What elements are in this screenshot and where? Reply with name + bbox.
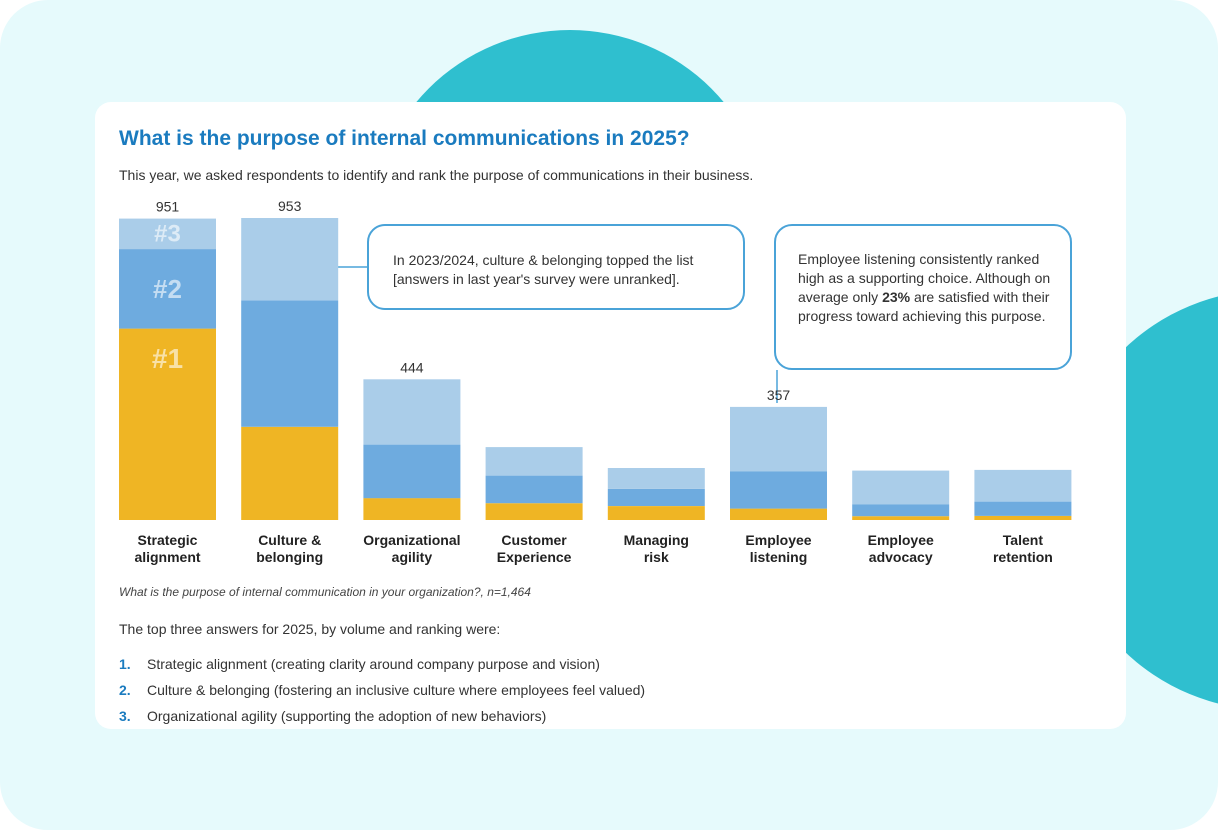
bar-segment — [974, 515, 1072, 520]
bar-segment — [363, 498, 461, 520]
category-label: retention — [993, 549, 1053, 565]
list-item: 2. Culture & belonging (fostering an incl… — [119, 682, 645, 708]
bar-segment — [730, 471, 827, 509]
callout-culture: In 2023/2024, culture & belonging topped… — [367, 224, 745, 310]
callout-listening: Employee listening consistently ranked h… — [774, 224, 1072, 370]
bar-segment — [119, 328, 216, 520]
list-number: 1. — [119, 656, 131, 672]
bar-segment — [241, 426, 339, 520]
category-label: listening — [750, 549, 808, 565]
bar-segment — [485, 447, 583, 476]
bar-segment — [241, 218, 339, 301]
bar-segment — [119, 249, 216, 329]
category-label: advocacy — [869, 549, 933, 565]
bar-segment — [363, 379, 461, 445]
callout-listening-text: Employee listening consistently ranked h… — [798, 251, 1051, 305]
bar-segment — [852, 516, 950, 520]
bar-segment — [974, 469, 1072, 502]
data-label: 953 — [278, 198, 302, 214]
data-label: 444 — [400, 359, 424, 375]
list-number: 2. — [119, 682, 131, 698]
category-label: Talent — [1003, 532, 1044, 548]
top-answers-list: 1. Strategic alignment (creating clarity … — [119, 656, 645, 734]
list-text: Culture & belonging (fostering an inclus… — [147, 682, 646, 698]
bar-segment — [607, 468, 705, 489]
page-subtitle: This year, we asked respondents to ident… — [119, 167, 754, 183]
bar-segment — [485, 503, 583, 520]
list-number: 3. — [119, 708, 131, 724]
bar-segment — [363, 444, 461, 499]
bar-segment — [119, 218, 216, 249]
list-text: Strategic alignment (creating clarity ar… — [147, 656, 600, 672]
data-label: 357 — [767, 387, 791, 403]
bar-segment — [974, 501, 1072, 516]
bar-segment — [607, 506, 705, 520]
rank-label: #2 — [153, 274, 182, 304]
bar-segment — [730, 406, 827, 472]
category-label: alignment — [134, 549, 200, 565]
category-label: belonging — [256, 549, 323, 565]
list-item: 3. Organizational agility (supporting the… — [119, 708, 645, 734]
category-label: agility — [392, 549, 433, 565]
category-label: risk — [644, 549, 669, 565]
category-label: Organizational — [363, 532, 460, 548]
rank-label: #1 — [152, 343, 183, 374]
callout-culture-text: In 2023/2024, culture & belonging topped… — [393, 252, 694, 287]
bar-segment — [241, 300, 339, 427]
category-label: Employee — [745, 532, 811, 548]
top-answers-intro: The top three answers for 2025, by volum… — [119, 621, 501, 637]
callout-listening-highlight: 23% — [882, 289, 911, 305]
category-label: Experience — [497, 549, 572, 565]
category-label: Managing — [624, 532, 689, 548]
category-label: Employee — [868, 532, 934, 548]
bar-segment — [852, 470, 950, 505]
category-label: Strategic — [138, 532, 198, 548]
category-label: Culture & — [258, 532, 321, 548]
bar-segment — [730, 508, 827, 520]
rank-label: #3 — [154, 220, 181, 247]
bar-segment — [852, 504, 950, 517]
list-text: Organizational agility (supporting the a… — [147, 708, 547, 724]
bar-segment — [607, 488, 705, 506]
list-item: 1. Strategic alignment (creating clarity … — [119, 656, 645, 682]
bar-segment — [485, 475, 583, 504]
survey-note: What is the purpose of internal communic… — [119, 585, 531, 599]
page-title: What is the purpose of internal communic… — [119, 127, 690, 150]
data-label: 951 — [156, 199, 180, 215]
callout-listening-text-end: are satisfied with their progress toward… — [798, 289, 1050, 324]
category-label: Customer — [501, 532, 567, 548]
